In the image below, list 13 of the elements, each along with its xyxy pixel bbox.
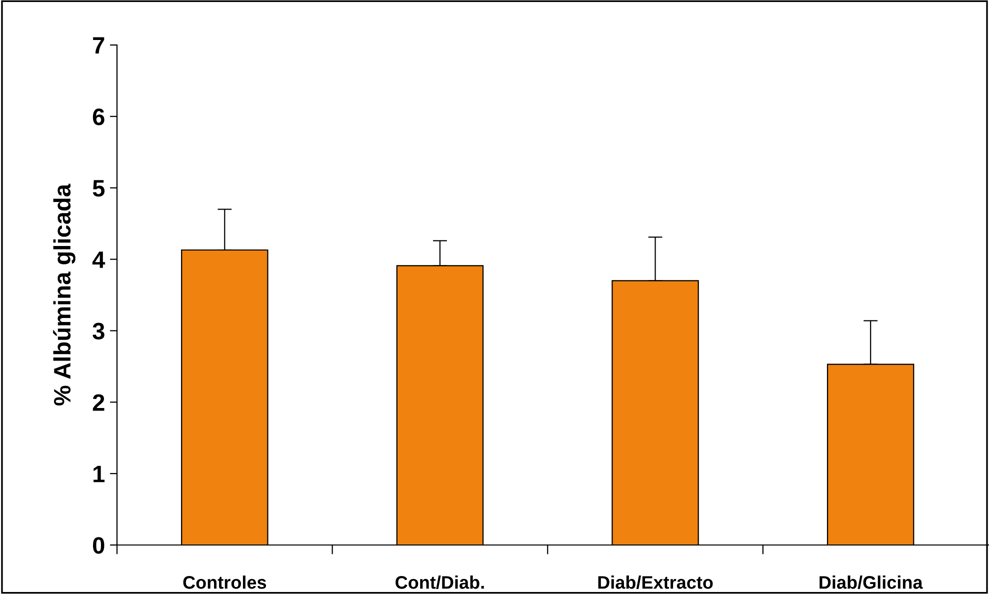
x-tick-label: Diab/Glicina	[820, 576, 923, 589]
y-tick-label: 6	[92, 108, 104, 126]
x-tick-label: Controles	[183, 576, 266, 589]
y-tick-label: 7	[93, 37, 104, 54]
x-tick-label: Diab/Extracto	[598, 576, 713, 589]
y-tick-label: 0	[93, 537, 104, 554]
y-tick-label: 3	[92, 322, 104, 340]
y-axis-title: % Albúmina glicada	[53, 184, 76, 406]
x-tick-label: Cont/Diab.	[396, 576, 484, 589]
y-tick-label: 4	[92, 252, 106, 268]
y-tick-label: 2	[92, 394, 104, 411]
y-tick-label: 5	[92, 180, 105, 197]
y-tick-label: 1	[94, 466, 105, 482]
